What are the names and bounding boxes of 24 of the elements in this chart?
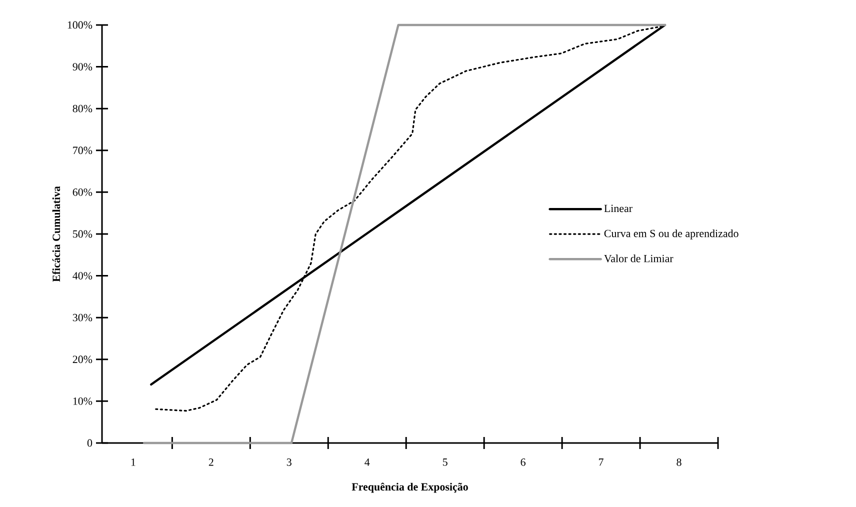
legend-label: Valor de Limiar [604,254,674,262]
x-tick-label: 5 [443,458,448,466]
y-tick-label: 100% [68,21,92,29]
x-tick-label: 8 [676,458,682,466]
x-tick-label: 3 [286,458,292,466]
y-tick-label: 80% [72,104,92,112]
y-tick-label: 70% [73,146,92,154]
y-tick-label: 60% [72,188,92,196]
x-tick-label: 2 [208,458,214,466]
y-tick-label: 40% [72,272,92,280]
x-axis-title: Frequência de Exposição [352,482,468,493]
x-tick-label: 7 [599,458,604,466]
y-tick-label: 0 [87,439,92,447]
y-tick-label: 20% [72,356,92,364]
y-tick-label: 30% [72,314,92,322]
y-tick-label: 50% [73,230,92,238]
y-axis-title: Eficácia Cumulativa [52,186,60,282]
x-tick-label: 4 [364,458,370,466]
y-tick-label: 10% [73,397,92,405]
y-tick-label: 90% [72,63,92,70]
x-tick-label: 1 [131,458,136,466]
x-tick-label: 6 [520,458,526,466]
legend-label: Linear [604,204,632,212]
legend-label: Curva em S ou de aprendizado [604,229,738,240]
